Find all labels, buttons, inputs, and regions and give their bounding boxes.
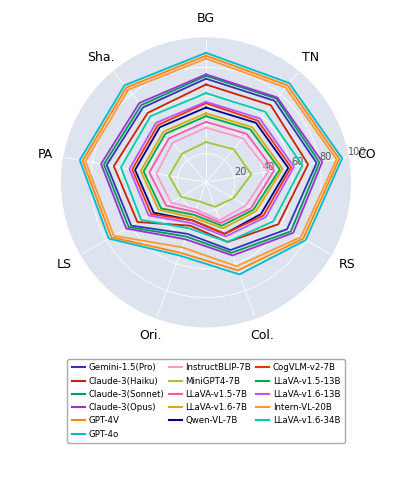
Legend: Gemini-1.5(Pro), Claude-3(Haiku), Claude-3(Sonnet), Claude-3(Opus), GPT-4V, GPT-: Gemini-1.5(Pro), Claude-3(Haiku), Claude… bbox=[68, 359, 344, 443]
Polygon shape bbox=[62, 38, 350, 326]
